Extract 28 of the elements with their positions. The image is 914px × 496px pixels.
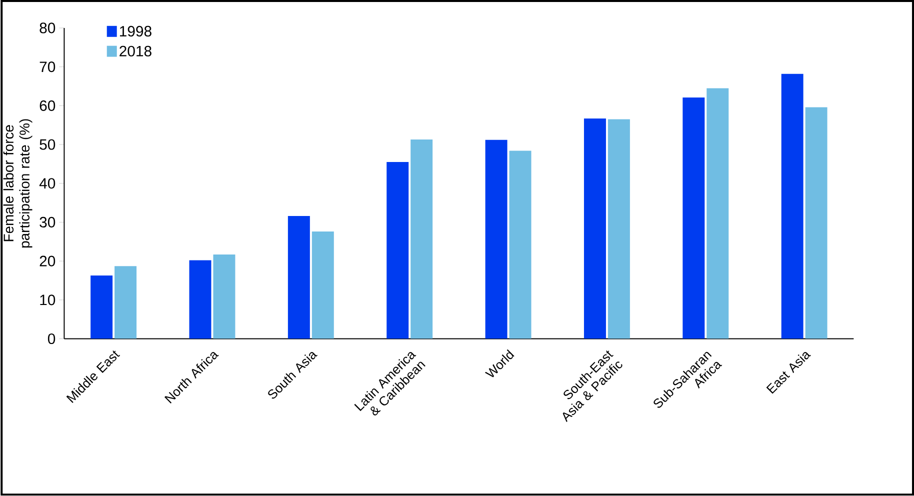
legend-label: 1998	[120, 26, 152, 37]
y-tick-label: 0	[48, 334, 56, 344]
bar	[410, 140, 433, 339]
bar	[189, 260, 212, 339]
bar	[485, 140, 508, 339]
bar	[509, 150, 532, 339]
y-tick-label: 10	[40, 294, 56, 306]
bar	[608, 119, 630, 339]
y-tick-label: 60	[40, 100, 56, 112]
bar	[682, 98, 705, 339]
bar	[584, 118, 606, 339]
y-tick-label: 40	[39, 178, 56, 189]
bar	[781, 74, 804, 339]
bar	[213, 254, 236, 339]
y-tick-label: 20	[40, 256, 56, 267]
y-tick-label: 30	[40, 217, 56, 228]
bar	[386, 162, 409, 339]
bar	[706, 88, 729, 339]
bar	[805, 107, 828, 339]
bar	[312, 232, 334, 339]
bar	[114, 266, 137, 339]
y-tick-label: 50	[40, 139, 56, 150]
bar	[288, 216, 310, 339]
bar	[90, 276, 113, 339]
legend-label: 2018	[120, 46, 152, 57]
y-axis-title: Female labor force participation rate (%)	[3, 119, 32, 248]
y-tick-label: 80	[40, 22, 56, 34]
y-tick-label: 70	[40, 62, 56, 72]
